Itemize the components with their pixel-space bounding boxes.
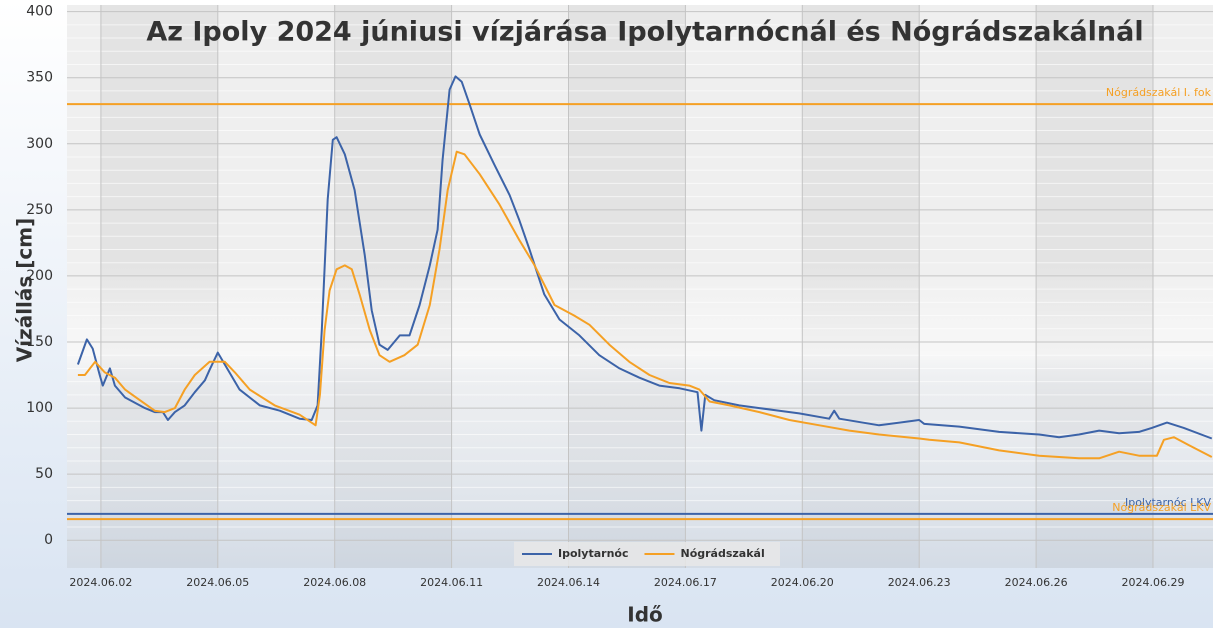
y-tick-label: 150: [26, 334, 53, 350]
y-tick-label: 300: [26, 136, 53, 152]
legend-label: Nógrádszakál: [680, 547, 764, 560]
y-axis-label: Vízállás [cm]: [13, 218, 37, 363]
x-tick-label: 2024.06.08: [303, 576, 366, 589]
reference-label: Nógrádszakál I. fok: [1106, 86, 1212, 99]
x-tick-label: 2024.06.26: [1005, 576, 1068, 589]
x-tick-label: 2024.06.14: [537, 576, 600, 589]
plot-shade: [67, 5, 1213, 568]
x-tick-label: 2024.06.05: [186, 576, 249, 589]
reference-label: Ipolytarnóc LKV: [1125, 496, 1211, 509]
y-tick-label: 350: [26, 70, 53, 86]
y-tick-label: 200: [26, 268, 53, 284]
series-line: [76, 75, 1213, 440]
y-tick-label: 100: [26, 400, 53, 416]
x-tick-label: 2024.06.20: [771, 576, 834, 589]
y-tick-label: 50: [35, 466, 53, 482]
legend: Ipolytarnóc Nógrádszakál: [514, 542, 780, 566]
x-tick-label: 2024.06.29: [1121, 576, 1184, 589]
y-tick-label: 0: [44, 532, 53, 548]
x-tick-label: 2024.06.02: [69, 576, 132, 589]
plot-area: [67, 5, 1213, 568]
x-axis-label: Idő: [627, 603, 663, 627]
chart-title: Az Ipoly 2024 júniusi vízjárása Ipolytar…: [146, 17, 1143, 48]
y-tick-label: 400: [26, 4, 53, 20]
x-tick-label: 2024.06.11: [420, 576, 483, 589]
x-tick-label: 2024.06.17: [654, 576, 717, 589]
x-tick-label: 2024.06.23: [888, 576, 951, 589]
series-line: [77, 150, 1213, 460]
y-tick-label: 250: [26, 202, 53, 218]
legend-label: Ipolytarnóc: [558, 547, 628, 560]
reference-label: Nógrádszakál LKV: [1112, 501, 1211, 514]
